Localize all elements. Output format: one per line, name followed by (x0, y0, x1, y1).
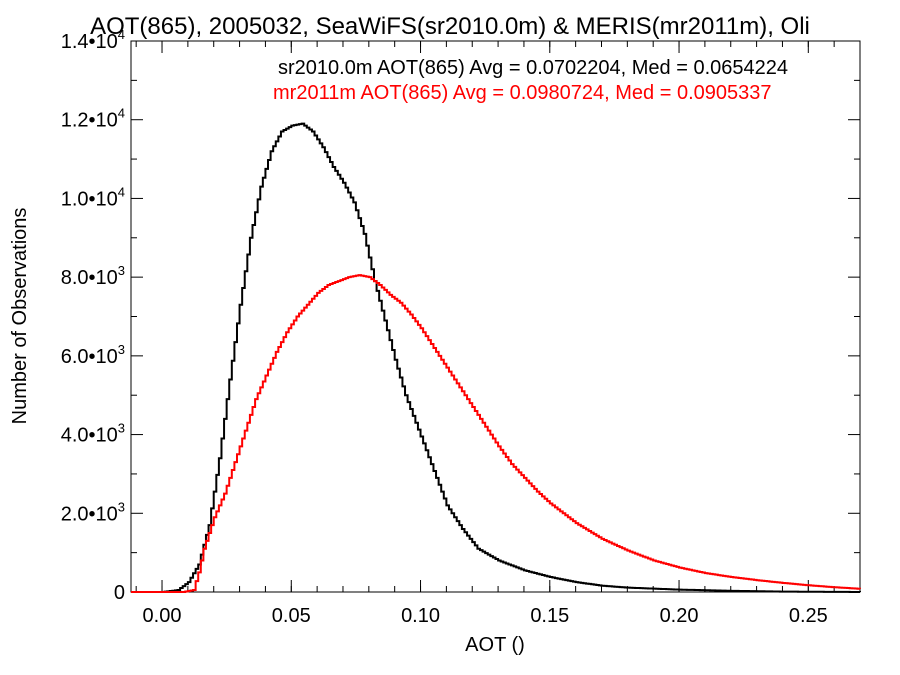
series-line-1 (131, 274, 861, 593)
y-tick-label: 1.2•104 (61, 106, 125, 132)
x-tick-label: 0.20 (660, 605, 699, 627)
y-tick-label: 2.0•103 (61, 499, 125, 525)
legend-entry-sr2010: sr2010.0m AOT(865) Avg = 0.0702204, Med … (278, 57, 788, 79)
chart-title: AOT(865), 2005032, SeaWiFS(sr2010.0m) & … (90, 13, 810, 40)
series-line-0 (131, 122, 861, 593)
y-tick-label: 0 (114, 582, 125, 604)
series-lines (131, 122, 861, 593)
x-tick-label: 0.00 (143, 605, 182, 627)
y-tick-label: 1.0•104 (61, 184, 125, 210)
y-tick-label: 6.0•103 (61, 342, 125, 368)
x-tick-label: 0.25 (789, 605, 828, 627)
y-axis-label: Number of Observations (9, 208, 31, 425)
x-tick-label: 0.15 (530, 605, 569, 627)
x-tick-label: 0.10 (401, 605, 440, 627)
y-tick-label: 4.0•103 (61, 421, 125, 447)
y-tick-label: 8.0•103 (61, 263, 125, 289)
x-axis-label: AOT () (465, 634, 525, 656)
x-tick-label: 0.05 (272, 605, 311, 627)
axis-ticks: 0.00 0.05 0.10 0.15 0.20 0.25 0 2.0•103 4.0•103 6… (61, 27, 861, 627)
y-tick-label: 1.4•104 (61, 27, 125, 53)
legend-entry-mr2011: mr2011m AOT(865) Avg = 0.0980724, Med = … (273, 82, 772, 104)
